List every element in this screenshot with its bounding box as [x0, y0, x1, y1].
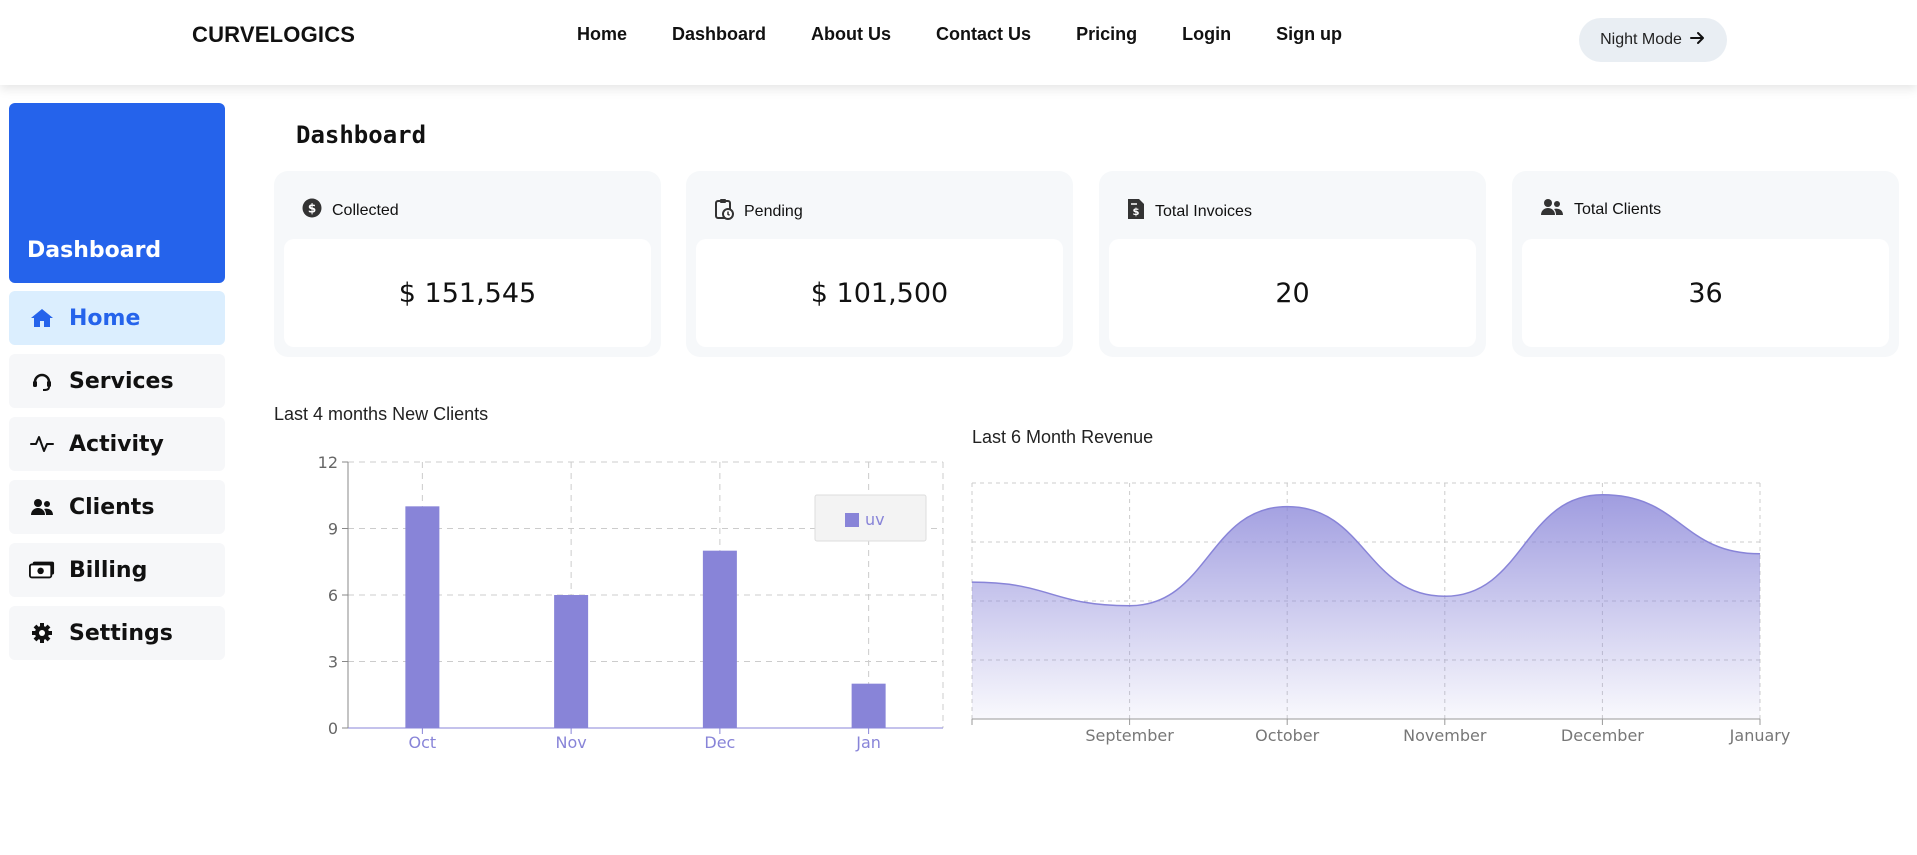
main-nav: Home Dashboard About Us Contact Us Prici… — [577, 24, 1387, 45]
bar-chart-title: Last 4 months New Clients — [274, 404, 489, 424]
legend-box — [814, 494, 927, 542]
nav-home[interactable]: Home — [577, 24, 628, 44]
area-fill — [972, 494, 1760, 719]
card-value: 20 — [1109, 239, 1476, 347]
x-tick-label: Jan — [855, 733, 881, 752]
area-chart: September October November December January — [971, 482, 1791, 745]
stat-card-total-clients: Total Clients 36 — [1512, 171, 1899, 357]
x-tick-label: January — [1729, 726, 1791, 745]
nav-login[interactable]: Login — [1182, 24, 1232, 44]
card-label: Collected — [332, 201, 399, 219]
nav-pricing[interactable]: Pricing — [1076, 24, 1138, 44]
bar-chart: 0 3 6 9 12 Oct Nov Dec Jan uv — [318, 453, 944, 752]
y-tick-label: 9 — [328, 520, 338, 539]
sidebar-item-label: Clients — [69, 494, 155, 520]
sidebar-item-activity[interactable]: Activity — [9, 417, 225, 471]
card-label: Total Clients — [1574, 200, 1662, 218]
sidebar-item-label: Home — [69, 305, 141, 331]
x-tick-label: November — [1403, 726, 1487, 745]
night-mode-label: Night Mode — [1600, 31, 1682, 48]
card-value: $ 101,500 — [696, 239, 1063, 347]
sidebar-item-home[interactable]: Home — [9, 291, 225, 345]
legend-label: uv — [865, 510, 885, 529]
card-label: Total Invoices — [1155, 202, 1252, 220]
sidebar-header-title: Dashboard — [27, 238, 162, 263]
stat-card-pending: Pending $ 101,500 — [686, 171, 1073, 357]
gear-icon — [29, 620, 55, 646]
stat-card-total-invoices: $ Total Invoices 20 — [1099, 171, 1486, 357]
y-tick-label: 6 — [328, 586, 338, 605]
sidebar-item-label: Services — [69, 368, 174, 394]
nav-sign-up[interactable]: Sign up — [1276, 24, 1343, 44]
nav-dashboard[interactable]: Dashboard — [672, 24, 767, 44]
bar — [702, 550, 737, 728]
nav-contact-us[interactable]: Contact Us — [936, 24, 1032, 44]
card-label: Pending — [744, 202, 803, 220]
y-tick-label: 3 — [328, 653, 338, 672]
activity-icon — [29, 431, 55, 457]
headset-icon — [29, 368, 55, 394]
x-tick-label: Dec — [704, 733, 735, 752]
card-value: $ 151,545 — [284, 239, 651, 347]
bar — [554, 595, 589, 728]
top-navbar: CURVELOGICS Home Dashboard About Us Cont… — [0, 0, 1917, 85]
arrow-right-icon — [1689, 31, 1706, 50]
sidebar-header: Dashboard — [9, 103, 225, 283]
brand-logo[interactable]: CURVELOGICS — [192, 22, 356, 47]
night-mode-button[interactable]: Night Mode — [1579, 18, 1727, 62]
x-tick-label: September — [1085, 726, 1174, 745]
sidebar-item-label: Activity — [69, 431, 164, 457]
x-tick-label: Oct — [409, 733, 437, 752]
svg-text:$: $ — [1133, 207, 1140, 218]
invoice-icon: $ — [1127, 198, 1145, 225]
area-chart-title: Last 6 Month Revenue — [972, 427, 1154, 447]
clipboard-clock-icon — [714, 198, 734, 225]
y-tick-label: 0 — [328, 719, 338, 738]
bar — [851, 683, 886, 728]
money-icon — [29, 557, 55, 583]
chart-legend: uv — [814, 494, 927, 542]
sidebar-item-label: Billing — [69, 557, 148, 583]
users-icon — [1540, 198, 1564, 221]
dollar-circle-icon: $ — [302, 198, 322, 223]
area-line — [971, 494, 1761, 607]
card-value: 36 — [1522, 239, 1889, 347]
page-title: Dashboard — [296, 121, 427, 149]
sidebar-item-billing[interactable]: Billing — [9, 543, 225, 597]
x-tick-label: December — [1561, 726, 1644, 745]
sidebar-item-label: Settings — [69, 620, 173, 646]
legend-swatch — [845, 513, 859, 527]
bar — [405, 506, 440, 728]
sidebar-item-clients[interactable]: Clients — [9, 480, 225, 534]
sidebar-item-settings[interactable]: Settings — [9, 606, 225, 660]
svg-text:$: $ — [308, 202, 316, 216]
x-tick-label: Nov — [556, 733, 587, 752]
x-tick-label: October — [1255, 726, 1319, 745]
users-icon — [29, 494, 55, 520]
y-tick-label: 12 — [318, 453, 338, 472]
nav-about-us[interactable]: About Us — [811, 24, 892, 44]
sidebar-item-services[interactable]: Services — [9, 354, 225, 408]
home-icon — [29, 305, 55, 331]
stat-card-collected: $ Collected $ 151,545 — [274, 171, 661, 357]
